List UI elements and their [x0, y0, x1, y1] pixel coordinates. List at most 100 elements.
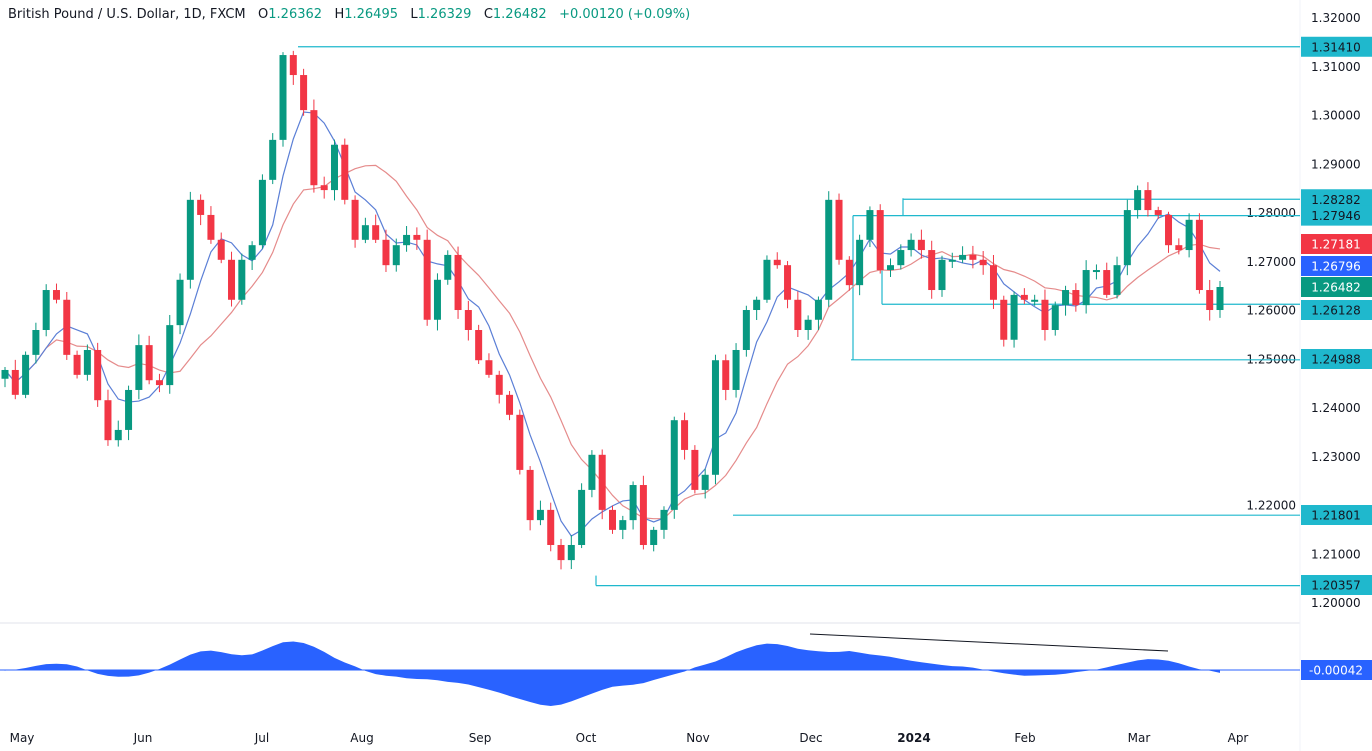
candle-bullish: [361, 225, 369, 240]
y-tick-label: 1.24000: [1311, 401, 1361, 415]
y-tick-label: 1.22000: [1246, 499, 1296, 513]
candle-bullish: [125, 389, 133, 430]
slow-moving-average-line: [4, 164, 1221, 520]
candle-bearish: [217, 239, 225, 260]
level-price-label-bg: [1301, 189, 1372, 210]
level-price-label-bg: [1301, 505, 1372, 525]
candle-bullish: [248, 245, 256, 260]
candle-bearish: [413, 234, 421, 240]
candle-bullish: [629, 485, 637, 521]
candle-bullish: [959, 254, 967, 260]
candle-bullish: [567, 544, 575, 561]
candle-bearish: [557, 544, 565, 561]
candle-bearish: [1165, 214, 1173, 246]
candle-bearish: [197, 199, 205, 215]
change-value: +0.00120 (+0.09%): [559, 7, 691, 22]
x-tick-label: Jun: [133, 731, 153, 745]
candle-bearish: [794, 299, 802, 330]
candle-bullish: [330, 144, 338, 191]
y-tick-label: 1.29000: [1311, 157, 1361, 171]
y-tick-label: 1.23000: [1311, 450, 1361, 464]
candle-bullish: [763, 259, 771, 300]
candle-bearish: [289, 55, 297, 76]
low-prefix: L: [410, 7, 418, 22]
candle-bullish: [660, 509, 668, 530]
candle-bearish: [341, 144, 349, 200]
candle-bullish: [650, 529, 658, 545]
candle-bearish: [351, 199, 359, 240]
candle-bearish: [1000, 299, 1008, 340]
x-tick-label: Mar: [1128, 731, 1151, 745]
candle-bullish: [897, 250, 905, 266]
candle-bearish: [835, 199, 843, 260]
candle-bearish: [1072, 290, 1080, 306]
candle-bearish: [495, 374, 503, 395]
oscillator-value-label: -0.00042: [1309, 664, 1363, 678]
level-price-label-bg: [1301, 300, 1372, 320]
candle-bullish: [176, 279, 184, 326]
candle-bullish: [1113, 265, 1121, 295]
candle-bullish: [186, 199, 194, 280]
open-prefix: O: [258, 7, 269, 22]
level-price-label: 1.31410: [1311, 40, 1361, 54]
candle-bullish: [1010, 294, 1018, 340]
candle-bearish: [1103, 270, 1111, 295]
candle-bullish: [269, 139, 277, 180]
candle-bearish: [454, 254, 462, 311]
candle-bullish: [166, 325, 174, 386]
candle-bearish: [207, 214, 215, 240]
x-tick-label: 2024: [897, 731, 930, 745]
candle-bullish: [938, 259, 946, 291]
level-price-label: 1.21801: [1311, 509, 1361, 523]
candle-bullish: [403, 234, 411, 246]
candle-bullish: [907, 239, 915, 251]
x-tick-label: Jul: [254, 731, 269, 745]
oscillator-area: [0, 641, 1220, 706]
candle-bearish: [1020, 294, 1028, 300]
candle-bullish: [1092, 270, 1100, 273]
candle-bearish: [1175, 245, 1183, 251]
low-value: 1.26329: [417, 7, 472, 22]
candle-bullish: [1082, 270, 1090, 306]
candle-bullish: [742, 310, 750, 350]
candle-bearish: [609, 509, 616, 530]
candle-bearish: [372, 225, 380, 240]
oscillator-value-label-bg: [1301, 660, 1372, 680]
candle-bearish: [382, 239, 390, 266]
candle-bearish: [1144, 190, 1152, 211]
chart-legend-header: British Pound / U.S. Dollar, 1D, FXCM O1…: [8, 7, 690, 22]
y-tick-label: 1.30000: [1311, 109, 1361, 123]
candle-bearish: [928, 250, 936, 291]
candle-bearish: [547, 509, 555, 545]
level-price-label: 1.28282: [1311, 193, 1361, 207]
level-price-label-bg: [1301, 36, 1372, 57]
candle-bearish: [475, 330, 483, 361]
candle-bullish: [32, 330, 40, 355]
candle-bullish: [1123, 210, 1131, 266]
candle-bullish: [444, 254, 452, 280]
candle-bearish: [310, 110, 318, 186]
candle-bearish: [691, 449, 699, 490]
candle-bullish: [856, 239, 864, 286]
x-tick-label: Nov: [686, 731, 709, 745]
candle-bullish: [578, 489, 586, 545]
candle-bearish: [63, 299, 71, 355]
candle-bearish: [104, 400, 112, 441]
x-tick-label: Dec: [799, 731, 822, 745]
level-price-label-bg: [1301, 205, 1372, 226]
level-price-label: 1.20357: [1311, 579, 1361, 593]
candle-bearish: [320, 185, 328, 191]
ma-slow-price-label: 1.27181: [1311, 238, 1361, 252]
candle-bearish: [464, 310, 472, 330]
y-tick-label: 1.20000: [1311, 596, 1361, 610]
ma-fast-price-label: 1.26796: [1311, 260, 1361, 274]
y-tick-label: 1.26000: [1246, 304, 1296, 318]
candle-bullish: [588, 454, 596, 490]
candle-bullish: [258, 179, 266, 246]
candle-bullish: [804, 319, 812, 330]
candle-bearish: [73, 354, 81, 375]
candle-bullish: [701, 474, 709, 490]
oscillator-divergence-trendline: [809, 633, 1169, 652]
ma-fast-price-label-bg: [1301, 256, 1372, 276]
